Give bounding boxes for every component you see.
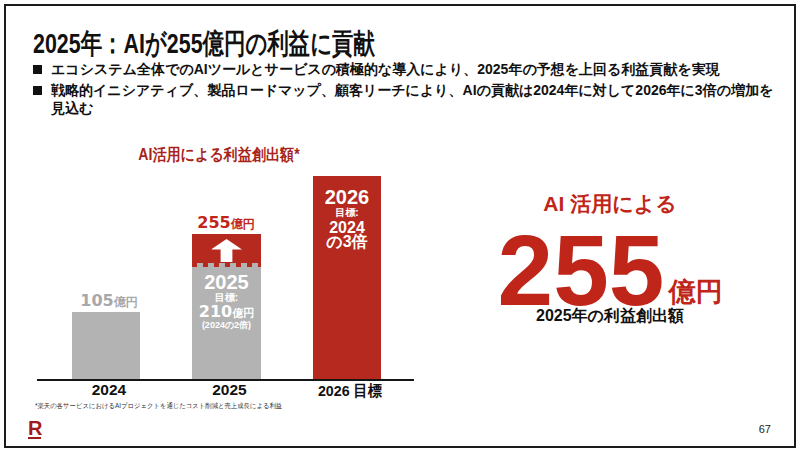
highlight-unit: 億円 (668, 277, 722, 307)
bar-2025-value: 255 (197, 213, 230, 232)
bar-2025-unit: 億円 (231, 217, 255, 231)
bar-2025-value-label: 255億円 (166, 213, 286, 233)
x-label-2026: 2026 目標 (304, 381, 396, 402)
bar-2025-multiple-note: (2024の2倍) (192, 319, 261, 332)
bar-2026: 2026 目標: 2024 の3倍 (313, 176, 381, 380)
rakuten-r: R (28, 418, 41, 438)
bullet-square-icon (33, 86, 42, 95)
rakuten-logo: R (28, 418, 41, 439)
bullet-square-icon (33, 65, 42, 74)
up-arrow-icon (211, 239, 242, 262)
slide-title: 2025年：AIが255億円の利益に貢献 (33, 25, 375, 63)
bar-2025: 2025 目標: 210億円 (2024の2倍) (192, 267, 261, 379)
bar-2024-value-label: 105億円 (55, 291, 163, 311)
bullet-list: エコシステム全体でのAIツールとサービスの積極的な導入により、2025年の予想を… (33, 60, 778, 120)
highlight-big-number: 255億円 (430, 220, 790, 320)
bar-2026-multiple-note: の3倍 (313, 232, 381, 253)
page-number: 67 (751, 423, 771, 435)
bar-2024-unit: 億円 (114, 295, 138, 309)
bullet-item: 戦略的イニシアティブ、製品ロードマップ、顧客リーチにより、AIの貢献は2024年… (33, 81, 778, 117)
bar-2024 (72, 312, 140, 379)
bullet-text: 戦略的イニシアティブ、製品ロードマップ、顧客リーチにより、AIの貢献は2024年… (51, 81, 778, 117)
bar-2024-value: 105 (80, 291, 113, 310)
bullet-text: エコシステム全体でのAIツールとサービスの積極的な導入により、2025年の予想を… (51, 60, 720, 78)
bar-2026-target-label: 目標: (313, 206, 381, 220)
highlight-caption: 2025年の利益創出額 (470, 306, 750, 327)
x-label-2025: 2025 (195, 381, 264, 399)
footnote: *楽天の各サービスにおけるAIプロジェクトを通じたコスト削減と売上成長による利益 (35, 402, 282, 411)
x-label-2024: 2024 (75, 381, 143, 399)
bullet-item: エコシステム全体でのAIツールとサービスの積極的な導入により、2025年の予想を… (33, 60, 778, 78)
chart-title: AI活用による利益創出額* (61, 145, 378, 166)
bar-2025-red-extension (192, 234, 261, 267)
